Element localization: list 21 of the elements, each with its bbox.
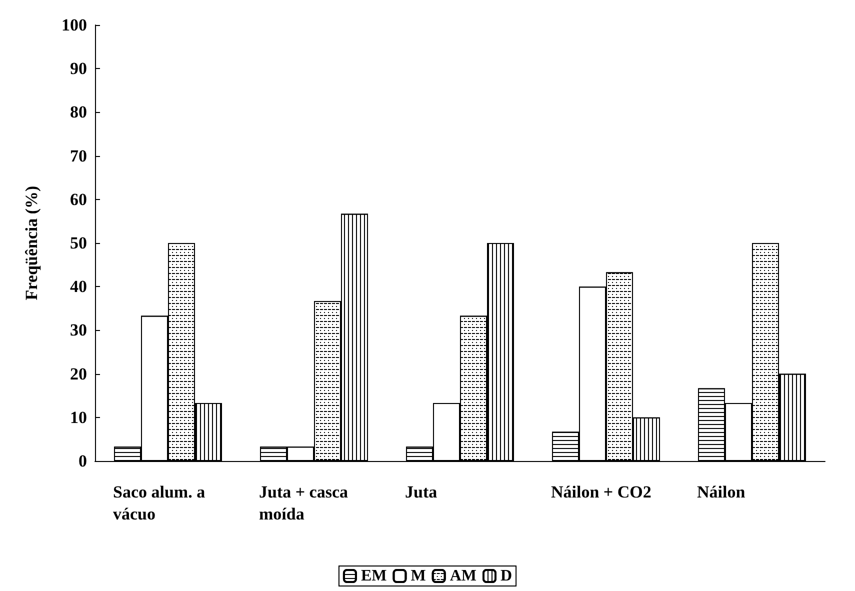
y-tick-label: 70 — [70, 146, 87, 166]
y-tick-label: 80 — [70, 102, 87, 122]
x-tick-label: Juta + casca moída — [259, 482, 352, 524]
y-tick-label: 40 — [70, 277, 87, 296]
x-tick-label: Náilon — [697, 482, 746, 502]
y-tick-label: 100 — [62, 16, 87, 34]
y-tick-label: 20 — [70, 364, 87, 384]
x-tick-label: Saco alum. a vácuo — [113, 482, 210, 524]
y-tick-label: 30 — [70, 320, 87, 340]
y-axis-title: Freqüência (%) — [22, 186, 41, 300]
legend-label: M — [410, 568, 426, 584]
x-tick-label: Náilon + CO2 — [551, 482, 652, 502]
legend-label: EM — [360, 568, 387, 584]
legend-label: D — [500, 568, 512, 584]
y-tick-label: 60 — [70, 190, 87, 209]
x-tick-label: Juta — [405, 482, 438, 502]
y-tick-label: 90 — [70, 59, 87, 78]
y-tick-label: 50 — [70, 234, 87, 252]
legend-label: AM — [450, 568, 476, 584]
y-tick-label: 10 — [70, 408, 87, 427]
y-tick-label: 0 — [78, 452, 87, 470]
